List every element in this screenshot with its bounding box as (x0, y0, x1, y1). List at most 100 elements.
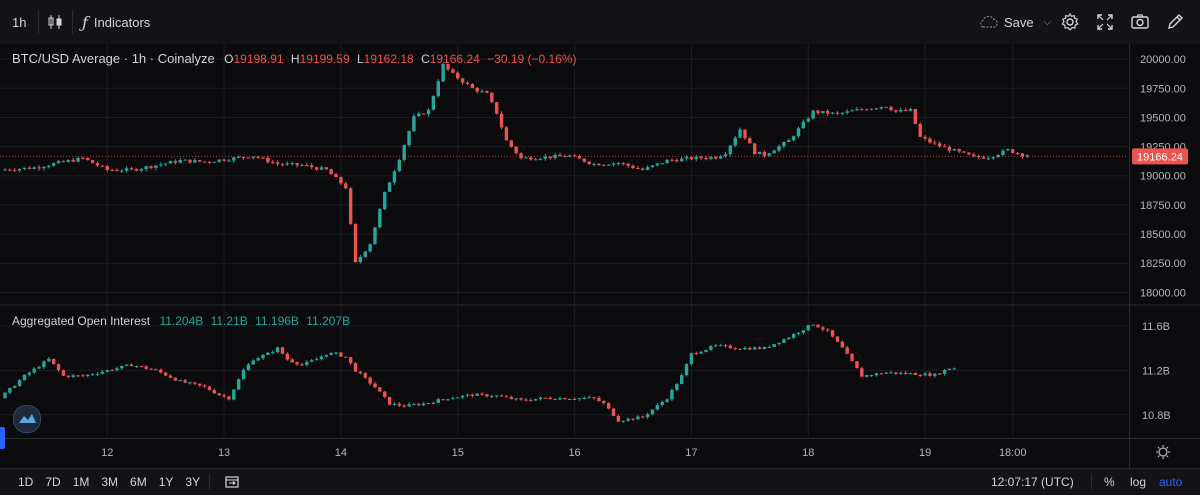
candle-body (246, 157, 251, 159)
candle-body (446, 399, 450, 401)
drawing-tools-button[interactable] (1166, 0, 1184, 44)
candle-body (339, 177, 343, 184)
candle-body (159, 164, 163, 166)
candle-body (616, 163, 621, 165)
indicators-button[interactable]: ƒ Indicators (82, 0, 150, 44)
candle-body (100, 371, 105, 374)
candle-body (392, 403, 397, 405)
chart-area[interactable]: 20000.00 19750.00 19500.00 19250.00 19000.00… (0, 44, 1200, 468)
candle-body (159, 369, 163, 373)
candle-body (407, 404, 411, 407)
candle-body (173, 161, 178, 163)
candle-body (621, 420, 625, 422)
price-tick-label: 18750.00 (1140, 200, 1186, 212)
candle-body (582, 158, 587, 162)
candle-body (222, 395, 226, 397)
oi-axis[interactable]: 11.6B 11.2B 10.8B (1142, 321, 1171, 422)
candle-body (874, 373, 879, 376)
candle-body (139, 366, 144, 368)
high-value: 19199.59 (299, 52, 350, 66)
time-axis-settings-button[interactable] (1156, 445, 1170, 459)
time-axis[interactable]: 12 13 14 15 16 17 18 19 18:00 (101, 447, 1026, 459)
range-7d[interactable]: 7D (45, 475, 61, 489)
candle-body (193, 160, 197, 163)
candle-body (309, 165, 314, 168)
candle-body (305, 165, 309, 167)
range-3m[interactable]: 3M (101, 475, 119, 489)
candle-body (441, 399, 445, 401)
candle-body (358, 256, 363, 263)
candle-body (899, 372, 903, 374)
candle-body (51, 358, 56, 365)
range-1d[interactable]: 1D (18, 475, 34, 489)
candle-body (490, 92, 494, 103)
candle-body (475, 87, 479, 92)
candle-body (378, 209, 382, 228)
candle-body (421, 113, 426, 115)
range-1y[interactable]: 1Y (158, 475, 174, 489)
date-range-button[interactable] (224, 469, 240, 495)
candle-body (334, 352, 338, 354)
calendar-range-icon (225, 476, 239, 488)
price-axis[interactable]: 20000.0019750.0019500.0019250.0019000.00… (1140, 54, 1186, 299)
price-candles (3, 62, 1030, 264)
auto-toggle[interactable]: auto (1159, 469, 1182, 495)
candle-body (183, 380, 187, 383)
oi-title[interactable]: Aggregated Open Interest (12, 314, 151, 328)
candle-body (548, 156, 552, 159)
candle-body (874, 108, 879, 110)
candle-body (300, 364, 304, 366)
candle-body (718, 345, 723, 347)
candle-body (251, 156, 255, 158)
candle-body (3, 392, 7, 399)
candle-body (470, 83, 475, 88)
candle-body (597, 397, 601, 402)
candle-body (782, 339, 786, 343)
candle-body (641, 168, 645, 170)
candle-body (402, 405, 406, 407)
screenshot-button[interactable] (1130, 0, 1150, 44)
candles-style-button[interactable] (46, 0, 64, 44)
candle-body (801, 330, 806, 333)
candle-body (475, 393, 479, 396)
price-tick-label: 19750.00 (1140, 83, 1186, 95)
candle-body (816, 324, 820, 328)
candle-body (840, 112, 845, 114)
oi-tick-label: 10.8B (1142, 410, 1171, 422)
candle-body (66, 375, 70, 377)
candle-body (470, 394, 475, 396)
save-button[interactable]: Save ⌵ (978, 0, 1051, 44)
candle-body (261, 354, 265, 359)
candle-body (679, 375, 684, 385)
log-toggle[interactable]: log (1130, 469, 1146, 495)
candle-body (485, 394, 489, 397)
divider (38, 10, 39, 34)
chart-canvas[interactable]: 20000.0019750.0019500.0019250.0019000.00… (0, 44, 1200, 468)
candle-body (524, 399, 528, 401)
candle-body (451, 398, 455, 400)
candle-body (908, 109, 913, 111)
coinalyze-logo[interactable] (13, 405, 41, 433)
clock-readout[interactable]: 12:07:17 (UTC) (991, 469, 1074, 495)
fullscreen-button[interactable] (1096, 0, 1114, 44)
percent-toggle[interactable]: % (1104, 469, 1115, 495)
low-label: L (356, 52, 364, 66)
range-1m[interactable]: 1M (72, 475, 90, 489)
candle-body (120, 170, 124, 172)
candle-body (631, 165, 635, 168)
candle-body (514, 398, 518, 400)
candle-body (8, 169, 12, 171)
candle-body (95, 163, 100, 166)
candle-body (733, 348, 737, 350)
candle-body (241, 156, 246, 158)
candle-body (592, 163, 596, 165)
side-tab[interactable] (0, 427, 5, 449)
settings-button[interactable] (1060, 0, 1080, 44)
range-6m[interactable]: 6M (130, 475, 147, 489)
low-value: 19162.18 (363, 52, 414, 66)
range-3y[interactable]: 3Y (185, 475, 201, 489)
candle-body (748, 138, 752, 144)
interval-button[interactable]: 1h (12, 0, 26, 44)
symbol-title[interactable]: BTC/USD Average · 1h · Coinalyze (12, 51, 215, 66)
candle-body (636, 167, 640, 169)
